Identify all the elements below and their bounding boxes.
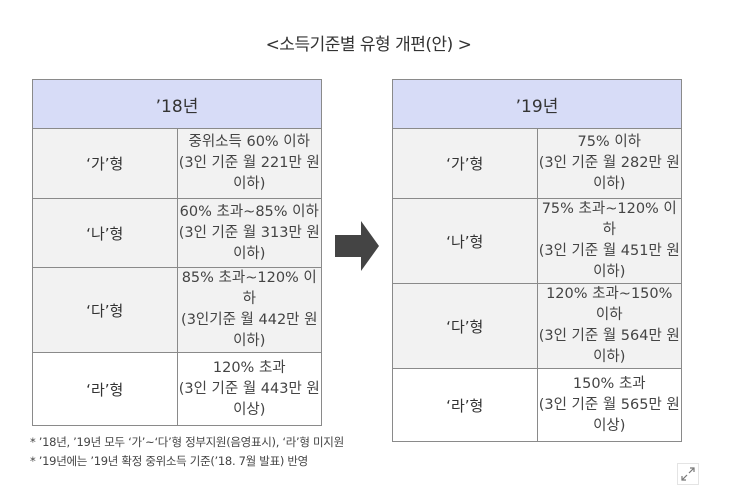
table-row: ‘나’형 75% 초과~120% 이하 (3인 기준 월 451만 원 이하) (392, 198, 682, 284)
page-title: <소득기준별 유형 개편(안) > (265, 35, 472, 55)
type-label: ‘라’형 (392, 368, 538, 442)
type-label: ‘나’형 (32, 198, 178, 268)
criteria-line2: (3인 기준 월 443만 원 이상) (178, 380, 320, 418)
type-label: ‘다’형 (32, 267, 178, 353)
criteria-line1: 120% 초과~150% 이하 (546, 286, 673, 323)
table-row: ‘다’형 85% 초과~120% 이하 (3인기준 월 442만 원 이하) (32, 267, 322, 353)
criteria-line2: (3인 기준 월 282만 원 이하) (538, 155, 680, 192)
criteria-cell: 60% 초과~85% 이하 (3인 기준 월 313만 원 이하) (176, 198, 322, 268)
table-2019: ’19년 ‘가’형 75% 이하 (3인 기준 월 282만 원 이하) ‘나’… (392, 79, 682, 442)
criteria-line2: (3인기준 월 442만 원 이하) (181, 312, 318, 349)
table-row: ‘라’형 120% 초과 (3인 기준 월 443만 원 이상) (32, 352, 322, 426)
criteria-cell: 75% 초과~120% 이하 (3인 기준 월 451만 원 이하) (536, 198, 682, 284)
criteria-line1: 120% 초과 (212, 359, 286, 376)
type-label: ‘라’형 (32, 352, 178, 426)
type-label: ‘다’형 (392, 283, 538, 369)
criteria-cell: 120% 초과 (3인 기준 월 443만 원 이상) (176, 352, 322, 426)
table-row: ‘라’형 150% 초과 (3인 기준 월 565만 원 이상) (392, 368, 682, 442)
type-label: ‘나’형 (392, 198, 538, 284)
criteria-line2: (3인 기준 월 565만 원 이상) (538, 396, 680, 434)
criteria-line1: 150% 초과 (572, 375, 646, 392)
criteria-line1: 75% 이하 (577, 134, 642, 150)
table-row: ‘다’형 120% 초과~150% 이하 (3인 기준 월 564만 원 이하) (392, 283, 682, 369)
type-label: ‘가’형 (32, 128, 178, 199)
criteria-line2: (3인 기준 월 564만 원 이하) (538, 328, 680, 365)
criteria-line1: 85% 초과~120% 이하 (181, 270, 317, 307)
footnote: * ’19년에는 ’19년 확정 중위소득 기준(’18. 7월 발표) 반영 (30, 454, 308, 468)
footnotes: * ’18년, ’19년 모두 ‘가’~‘다’형 정부지원(음영표시), ‘라’… (30, 433, 344, 471)
criteria-line1: 75% 초과~120% 이하 (541, 201, 677, 238)
criteria-line2: (3인 기준 월 313만 원 이하) (178, 224, 320, 262)
criteria-cell: 85% 초과~120% 이하 (3인기준 월 442만 원 이하) (176, 267, 322, 353)
table-header-2019: ’19년 (392, 79, 682, 129)
table-header-2018: ’18년 (32, 79, 322, 129)
criteria-line1: 중위소득 60% 이하 (188, 134, 311, 150)
right-arrow-icon (335, 221, 379, 271)
footnote: * ’18년, ’19년 모두 ‘가’~‘다’형 정부지원(음영표시), ‘라’… (30, 435, 344, 449)
table-row: ‘가’형 75% 이하 (3인 기준 월 282만 원 이하) (392, 128, 682, 199)
type-label: ‘가’형 (392, 128, 538, 199)
table-row: ‘가’형 중위소득 60% 이하 (3인 기준 월 221만 원 이하) (32, 128, 322, 199)
expand-icon[interactable] (677, 463, 699, 485)
table-row: ‘나’형 60% 초과~85% 이하 (3인 기준 월 313만 원 이하) (32, 198, 322, 268)
criteria-line2: (3인 기준 월 451만 원 이하) (538, 243, 680, 280)
criteria-line2: (3인 기준 월 221만 원 이하) (178, 155, 320, 192)
table-2018: ’18년 ‘가’형 중위소득 60% 이하 (3인 기준 월 221만 원 이하… (32, 79, 322, 426)
criteria-line1: 60% 초과~85% 이하 (179, 203, 319, 220)
criteria-cell: 120% 초과~150% 이하 (3인 기준 월 564만 원 이하) (536, 283, 682, 369)
criteria-cell: 75% 이하 (3인 기준 월 282만 원 이하) (536, 128, 682, 199)
criteria-cell: 중위소득 60% 이하 (3인 기준 월 221만 원 이하) (176, 128, 322, 199)
criteria-cell: 150% 초과 (3인 기준 월 565만 원 이상) (536, 368, 682, 442)
